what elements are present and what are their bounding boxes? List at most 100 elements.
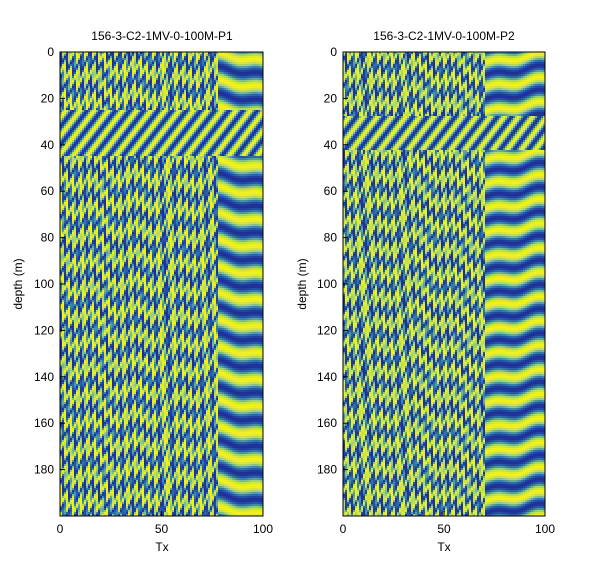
heatmap-cell bbox=[88, 478, 90, 480]
heatmap-cell bbox=[68, 456, 70, 458]
heatmap-cell bbox=[96, 124, 98, 126]
heatmap-cell bbox=[84, 84, 86, 86]
heatmap-cell bbox=[98, 282, 100, 284]
heatmap-cell bbox=[90, 280, 92, 282]
heatmap-cell bbox=[92, 382, 94, 384]
heatmap-cell bbox=[74, 168, 76, 170]
heatmap-cell bbox=[100, 92, 102, 94]
heatmap-cell bbox=[84, 116, 86, 118]
heatmap-cell bbox=[64, 510, 66, 512]
heatmap-cell bbox=[70, 388, 72, 390]
heatmap-cell bbox=[78, 192, 80, 194]
heatmap-cell bbox=[100, 358, 102, 360]
heatmap-cell bbox=[72, 398, 74, 400]
heatmap-cell bbox=[86, 138, 88, 140]
heatmap-cell bbox=[74, 272, 76, 274]
heatmap-cell bbox=[76, 486, 78, 488]
heatmap-cell bbox=[94, 212, 96, 214]
heatmap-cell bbox=[86, 160, 88, 162]
heatmap-cell bbox=[90, 432, 92, 434]
heatmap-cell bbox=[94, 104, 96, 106]
heatmap-cell bbox=[64, 268, 66, 270]
heatmap-cell bbox=[92, 240, 94, 242]
heatmap-cell bbox=[88, 424, 90, 426]
heatmap-cell bbox=[66, 104, 68, 106]
heatmap-cell bbox=[72, 222, 74, 224]
heatmap-cell bbox=[74, 266, 76, 268]
heatmap-cell bbox=[68, 476, 70, 478]
heatmap-cell bbox=[62, 382, 64, 384]
heatmap-cell bbox=[82, 148, 84, 150]
heatmap-cell bbox=[64, 334, 66, 336]
heatmap-cell bbox=[74, 366, 76, 368]
heatmap-cell bbox=[92, 212, 94, 214]
heatmap-cell bbox=[64, 440, 66, 442]
heatmap-cell bbox=[96, 114, 98, 116]
heatmap-cell bbox=[64, 308, 66, 310]
heatmap-cell bbox=[102, 86, 104, 88]
heatmap-cell bbox=[68, 136, 70, 138]
heatmap-cell bbox=[82, 376, 84, 378]
heatmap-cell bbox=[68, 130, 70, 132]
heatmap-cell bbox=[90, 94, 92, 96]
heatmap-cell bbox=[80, 394, 82, 396]
heatmap-cell bbox=[76, 74, 78, 76]
heatmap-cell bbox=[94, 338, 96, 340]
heatmap-cell bbox=[76, 460, 78, 462]
heatmap-cell bbox=[102, 134, 104, 136]
heatmap-cell bbox=[80, 130, 82, 132]
heatmap-cell bbox=[68, 328, 70, 330]
heatmap-cell bbox=[70, 418, 72, 420]
heatmap-cell bbox=[98, 260, 100, 262]
heatmap-cell bbox=[98, 106, 100, 108]
heatmap-cell bbox=[88, 378, 90, 380]
heatmap-cell bbox=[76, 142, 78, 144]
heatmap-cell bbox=[64, 352, 66, 354]
heatmap-cell bbox=[96, 506, 98, 508]
heatmap-cell bbox=[100, 430, 102, 432]
heatmap-cell bbox=[102, 274, 104, 276]
heatmap-cell bbox=[98, 118, 100, 120]
heatmap-cell bbox=[68, 274, 70, 276]
heatmap-cell bbox=[72, 258, 74, 260]
heatmap-cell bbox=[84, 256, 86, 258]
heatmap-cell bbox=[76, 354, 78, 356]
heatmap-cell bbox=[76, 66, 78, 68]
heatmap-cell bbox=[88, 388, 90, 390]
heatmap-cell bbox=[84, 244, 86, 246]
heatmap-cell bbox=[68, 56, 70, 58]
heatmap-cell bbox=[94, 440, 96, 442]
heatmap-cell bbox=[96, 242, 98, 244]
heatmap-cell bbox=[90, 300, 92, 302]
heatmap-cell bbox=[62, 304, 64, 306]
heatmap-cell bbox=[66, 466, 68, 468]
heatmap-cell bbox=[62, 244, 64, 246]
heatmap-cell bbox=[80, 248, 82, 250]
heatmap-cell bbox=[98, 174, 100, 176]
heatmap-cell bbox=[96, 166, 98, 168]
heatmap-cell bbox=[86, 308, 88, 310]
heatmap-cell bbox=[72, 408, 74, 410]
heatmap-cell bbox=[80, 398, 82, 400]
heatmap-cell bbox=[88, 408, 90, 410]
heatmap-cell bbox=[78, 270, 80, 272]
heatmap-cell bbox=[80, 262, 82, 264]
heatmap-cell bbox=[100, 114, 102, 116]
heatmap-cell bbox=[84, 340, 86, 342]
heatmap-cell bbox=[78, 396, 80, 398]
heatmap-cell bbox=[82, 484, 84, 486]
heatmap-cell bbox=[68, 212, 70, 214]
heatmap-cell bbox=[92, 186, 94, 188]
heatmap-cell bbox=[96, 252, 98, 254]
heatmap-cell bbox=[66, 460, 68, 462]
heatmap-cell bbox=[82, 120, 84, 122]
heatmap-cell bbox=[92, 80, 94, 82]
heatmap-cell bbox=[92, 120, 94, 122]
heatmap-cell bbox=[78, 452, 80, 454]
heatmap-cell bbox=[82, 70, 84, 72]
heatmap-cell bbox=[86, 502, 88, 504]
heatmap-cell bbox=[92, 324, 94, 326]
heatmap-cell bbox=[78, 118, 80, 120]
heatmap-cell bbox=[80, 112, 82, 114]
heatmap-cell bbox=[94, 180, 96, 182]
